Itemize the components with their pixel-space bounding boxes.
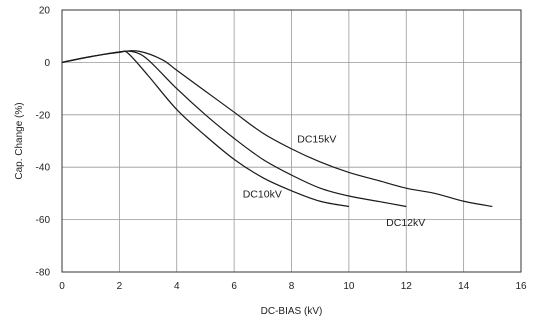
x-tick-label: 2 [117,281,123,292]
x-axis-title: DC-BIAS (kV) [261,306,323,317]
y-axis-ticks: 20 0 -20 -40 -60 -80 [36,6,51,279]
x-tick-label: 8 [289,281,295,292]
y-tick-label: -40 [36,163,51,174]
plot-frame [61,9,522,273]
series-line-dc15kv [61,50,493,208]
y-tick-label: -80 [36,268,51,279]
x-tick-label: 6 [231,281,237,292]
series-lines [61,50,493,208]
y-axis-title: Cap. Change (%) [14,102,25,179]
y-tick-label: 0 [44,58,50,69]
series-label-dc15kv: DC15kV [297,133,336,145]
x-tick-label: 4 [174,281,180,292]
y-tick-label: 20 [39,6,51,17]
series-label-dc12kv: DC12kV [386,217,425,229]
y-tick-label: -20 [36,110,51,121]
series-labels: DC15kV DC10kV DC12kV [243,133,426,229]
x-axis-ticks: 0 2 4 6 8 10 12 14 16 [59,281,527,292]
series-line-dc10kv [61,50,349,208]
grid-lines [61,9,522,273]
x-tick-label: 0 [59,281,65,292]
x-tick-label: 12 [401,281,413,292]
y-tick-label: -60 [36,215,51,226]
x-tick-label: 14 [458,281,470,292]
x-tick-label: 16 [515,281,527,292]
series-label-dc10kv: DC10kV [243,188,282,200]
x-tick-label: 10 [343,281,355,292]
